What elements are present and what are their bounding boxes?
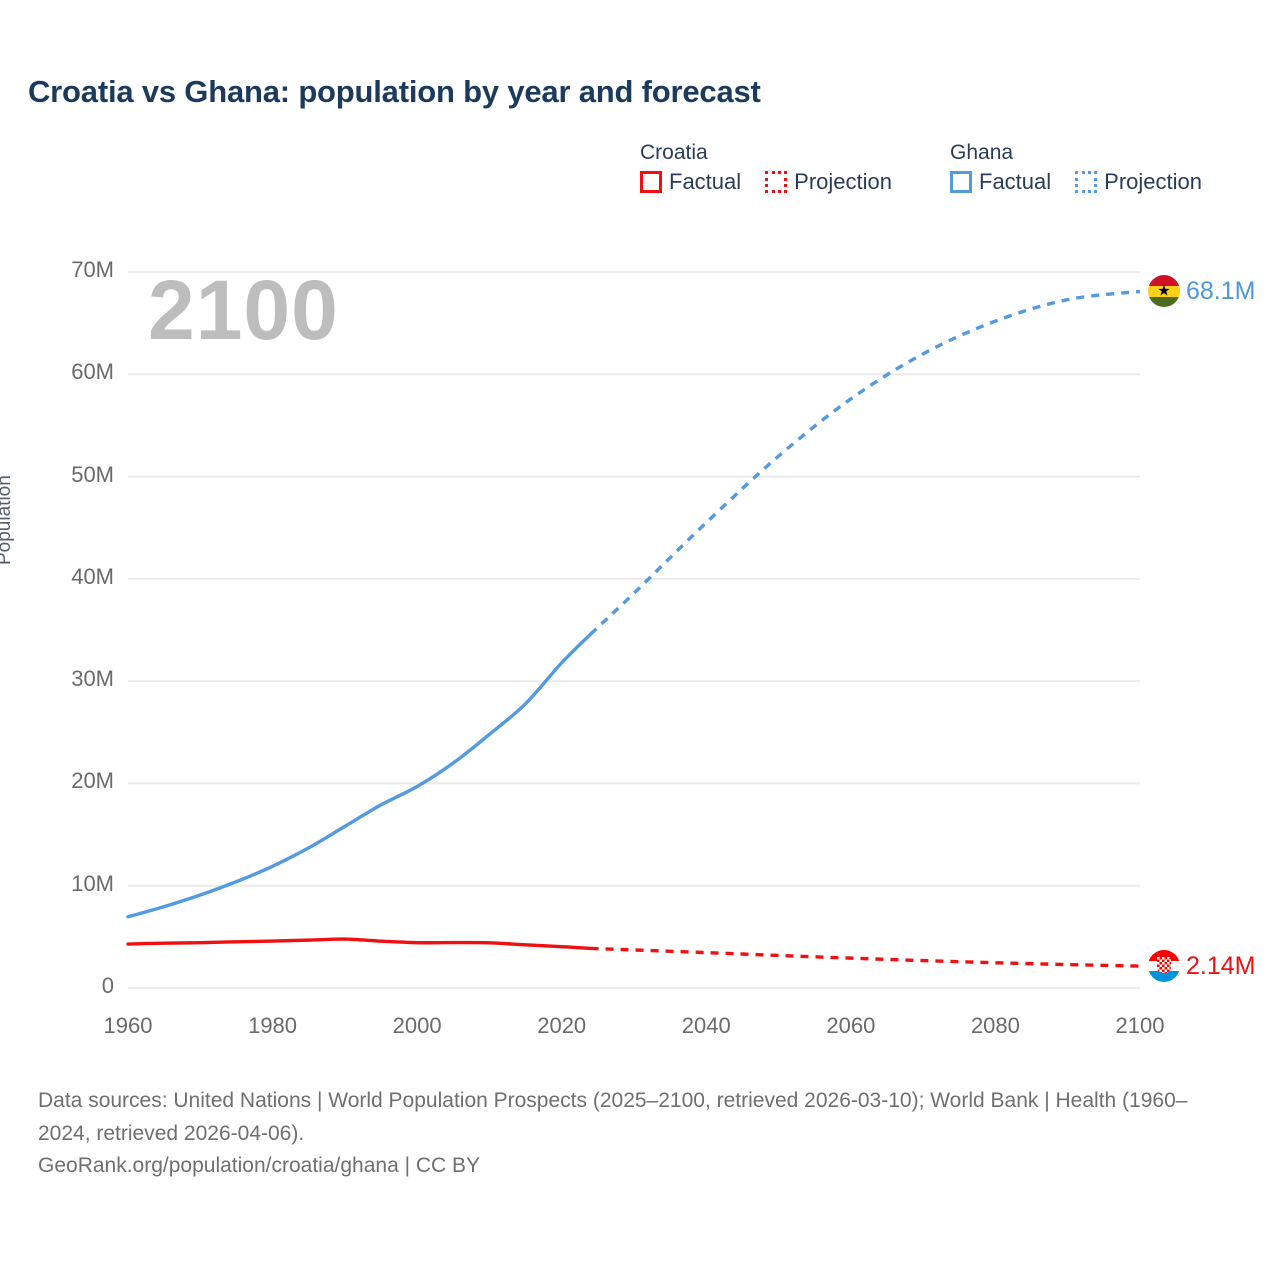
legend-swatch-solid-red-icon [640,171,662,194]
series-line-factual-ghana [126,632,593,919]
legend-label-croatia-factual: Factual [669,169,742,195]
x-tick-label: 2000 [392,1013,442,1038]
end-value-croatia: 2.14M [1186,951,1256,980]
legend-swatch-solid-blue-icon [950,171,972,194]
gridlines [128,271,1140,989]
legend-item-croatia-factual[interactable]: Factual [640,169,742,195]
x-tick-label: 1980 [248,1013,298,1038]
legend-group-croatia: Croatia Factual Projection [640,140,892,195]
footer-data-sources: Data sources: United Nations | World Pop… [38,1089,1188,1145]
y-tick-label: 0 [101,973,114,998]
legend-label-ghana-projection: Projection [1104,169,1202,195]
legend-swatch-dotted-blue-icon [1075,171,1098,194]
legend-item-ghana-factual[interactable]: Factual [950,169,1052,195]
series-line-factual-croatia [126,937,593,951]
page-title: Croatia vs Ghana: population by year and… [28,74,761,109]
y-tick-label: 30M [71,666,114,692]
legend-item-ghana-projection[interactable]: Projection [1075,169,1202,195]
y-tick-label: 60M [71,359,114,385]
legend-group-ghana: Ghana Factual Projection [950,140,1202,195]
series-lines [126,289,1141,968]
end-label-ghana: ★ 68.1M [1148,275,1256,308]
ghana-flag-icon: ★ [1148,275,1180,308]
y-tick-label: 70M [71,257,114,282]
series-line-projection-ghana [589,289,1141,636]
chart-legend: Croatia Factual Projection Ghana Factual [640,140,1202,195]
legend-swatch-dotted-red-icon [765,171,788,194]
x-tick-label: 2080 [970,1013,1020,1038]
y-tick-label: 40M [71,563,114,589]
x-tick-label: 2060 [826,1013,876,1038]
legend-group-title-croatia: Croatia [640,141,708,164]
end-value-ghana: 68.1M [1186,276,1256,305]
legend-label-croatia-projection: Projection [794,169,892,195]
y-tick-label: 50M [71,461,114,487]
x-tick-label: 1960 [103,1013,153,1038]
series-line-projection-croatia [590,946,1141,968]
footer: Data sources: United Nations | World Pop… [38,1085,1238,1183]
legend-group-title-ghana: Ghana [950,141,1014,164]
y-axis-title: Population [0,475,15,565]
x-tick-label: 2100 [1115,1013,1165,1038]
legend-label-ghana-factual: Factual [979,169,1052,195]
x-tick-label: 2040 [681,1013,731,1038]
footer-attribution[interactable]: GeoRank.org/population/croatia/ghana | C… [38,1154,481,1178]
y-tick-label: 10M [71,870,114,896]
y-tick-label: 20M [71,768,114,794]
watermark-year: 2100 [148,263,339,357]
legend-item-croatia-projection[interactable]: Projection [765,169,892,195]
croatia-flag-icon [1148,950,1180,983]
end-label-croatia: 2.14M [1148,950,1256,983]
x-tick-label: 2020 [537,1013,587,1038]
